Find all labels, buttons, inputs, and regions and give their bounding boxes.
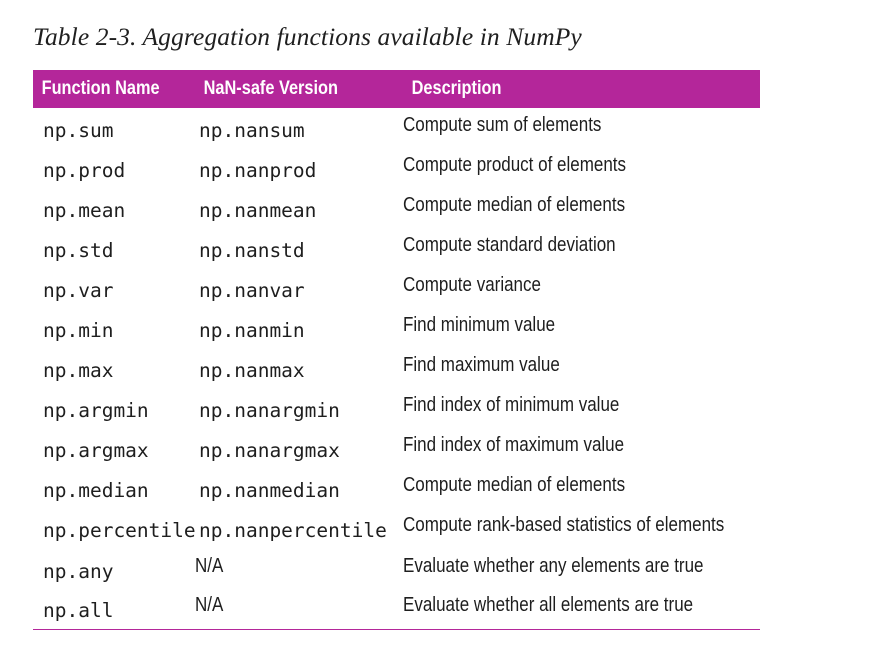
- description-cell: Evaluate whether all elements are true: [403, 594, 694, 617]
- table-row: np.mean np.nanmean Compute median of eleme…: [33, 188, 760, 228]
- header-function-name: Function Name: [41, 78, 160, 99]
- table-body: np.sum np.nansum Compute sum of elements np…: [33, 108, 760, 630]
- function-name-cell: np.mean: [43, 198, 126, 222]
- nan-safe-version-cell: np.nanmedian: [199, 479, 340, 503]
- function-name-cell: np.std: [43, 238, 114, 262]
- table-header-row: Function Name NaN-safe Version Descripti…: [33, 70, 760, 108]
- nan-safe-version-cell: N/A: [195, 554, 224, 577]
- header-nan-safe-version: NaN-safe Version: [203, 78, 339, 99]
- header-description: Description: [411, 78, 502, 99]
- description-cell: Compute standard deviation: [403, 233, 616, 256]
- table-row: np.argmax np.nanargmax Find index of maxim…: [33, 429, 760, 469]
- description-cell: Find minimum value: [403, 314, 556, 337]
- table-row: np.min np.nanmin Find minimum value: [33, 308, 760, 348]
- nan-safe-version-cell: np.nanmean: [199, 198, 317, 222]
- table-row: np.std np.nanstd Compute standard deviatio…: [33, 228, 760, 268]
- nan-safe-version-cell: np.nansum: [199, 118, 305, 142]
- description-cell: Compute rank-based statistics of element…: [403, 514, 725, 537]
- nan-safe-version-cell: np.nanpercentile: [199, 519, 387, 543]
- function-name-cell: np.any: [43, 559, 114, 583]
- function-name-cell: np.min: [43, 319, 114, 343]
- function-name-cell: np.sum: [43, 118, 114, 142]
- function-name-cell: np.prod: [43, 158, 126, 182]
- description-cell: Compute product of elements: [403, 153, 627, 176]
- nan-safe-version-cell: np.nanargmax: [199, 439, 340, 463]
- nan-safe-version-cell: np.nanstd: [199, 238, 305, 262]
- nan-safe-version-cell: np.nanmin: [199, 319, 305, 343]
- nan-safe-version-cell: np.nanargmin: [199, 399, 340, 423]
- description-cell: Compute median of elements: [403, 193, 626, 216]
- table-row: np.sum np.nansum Compute sum of elements: [33, 108, 760, 148]
- description-cell: Find index of maximum value: [403, 434, 625, 457]
- function-name-cell: np.var: [43, 278, 114, 302]
- table-row: np.percentile np.nanpercentile Compute ran…: [33, 509, 760, 549]
- description-cell: Evaluate whether any elements are true: [403, 554, 704, 577]
- description-cell: Find index of minimum value: [403, 394, 620, 417]
- nan-safe-version-cell: np.nanvar: [199, 278, 305, 302]
- table-row: np.var np.nanvar Compute variance: [33, 268, 760, 308]
- table-row: np.argmin np.nanargmin Find index of minim…: [33, 389, 760, 429]
- description-cell: Compute sum of elements: [403, 113, 602, 136]
- function-name-cell: np.percentile: [43, 519, 196, 543]
- function-name-cell: np.argmin: [43, 399, 149, 423]
- table-row: np.max np.nanmax Find maximum value: [33, 349, 760, 389]
- description-cell: Compute median of elements: [403, 474, 626, 497]
- function-name-cell: np.median: [43, 479, 149, 503]
- table-row: np.prod np.nanprod Compute product of elem…: [33, 148, 760, 188]
- nan-safe-version-cell: N/A: [195, 594, 224, 617]
- function-name-cell: np.all: [33, 589, 195, 630]
- aggregation-functions-table: Function Name NaN-safe Version Descripti…: [33, 70, 760, 630]
- table-caption: Table 2-3. Aggregation functions availab…: [33, 22, 582, 51]
- nan-safe-version-cell: np.nanprod: [199, 158, 317, 182]
- function-name-cell: np.max: [43, 359, 114, 383]
- description-cell: Compute variance: [403, 273, 541, 296]
- description-cell: Find maximum value: [403, 354, 560, 377]
- table-row: np.any N/A Evaluate whether any elements a…: [33, 549, 760, 589]
- table-row: np.median np.nanmedian Compute median of e…: [33, 469, 760, 509]
- function-name-cell: np.argmax: [43, 439, 149, 463]
- nan-safe-version-cell: np.nanmax: [199, 359, 305, 383]
- table-row: np.all N/A Evaluate whether all elements a…: [33, 589, 760, 630]
